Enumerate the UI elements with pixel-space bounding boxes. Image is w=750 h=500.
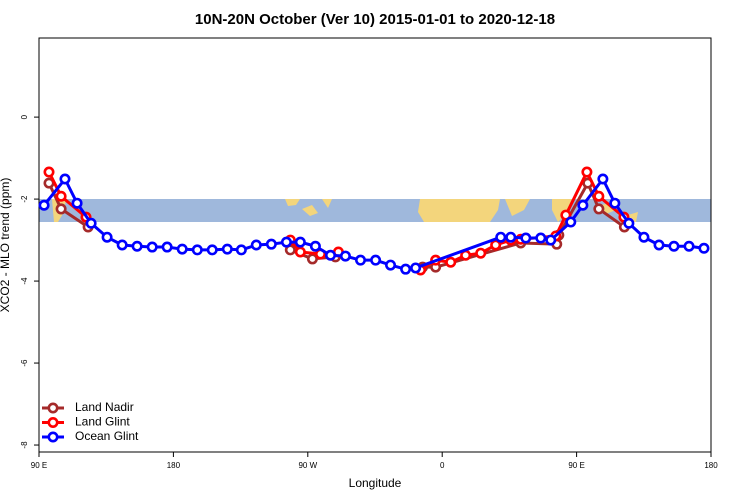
data-point	[638, 231, 650, 243]
data-point	[43, 166, 55, 178]
data-point	[385, 259, 397, 271]
data-point	[146, 241, 158, 253]
data-point	[206, 244, 218, 256]
y-tick-label: -6	[20, 359, 29, 367]
data-point	[309, 240, 321, 252]
data-point	[593, 190, 605, 202]
data-point	[400, 263, 412, 275]
data-point	[355, 254, 367, 266]
data-point	[161, 241, 173, 253]
data-point	[653, 239, 665, 251]
y-tick-label: 0	[20, 114, 29, 119]
legend-marker	[47, 431, 59, 443]
legend-marker	[47, 416, 59, 428]
data-point	[490, 239, 502, 251]
data-point	[55, 190, 67, 202]
data-point	[593, 203, 605, 215]
data-point	[101, 231, 113, 243]
legend-label: Land Glint	[75, 415, 130, 429]
data-point	[545, 234, 557, 246]
y-axis-label: XCO2 - MLO trend (ppm)	[0, 178, 12, 313]
data-point	[71, 197, 83, 209]
data-point	[55, 203, 67, 215]
data-point	[577, 199, 589, 211]
chart-title: 10N-20N October (Ver 10) 2015-01-01 to 2…	[195, 11, 555, 28]
land	[285, 199, 332, 216]
y-tick-label: -4	[20, 277, 29, 285]
x-axis-label: Longitude	[349, 476, 402, 490]
data-point	[445, 256, 457, 268]
data-point	[609, 197, 621, 209]
data-point	[176, 243, 188, 255]
data-point	[581, 166, 593, 178]
data-point	[410, 262, 422, 274]
data-point	[370, 254, 382, 266]
data-point	[294, 246, 306, 258]
x-tick-label: 180	[167, 461, 181, 470]
data-point	[116, 239, 128, 251]
data-point	[505, 231, 517, 243]
data-point	[250, 239, 262, 251]
data-point	[560, 209, 572, 221]
data-point	[221, 243, 233, 255]
data-point	[85, 217, 97, 229]
ocean-band	[39, 199, 711, 222]
x-tick-label: 90 W	[298, 461, 317, 470]
x-tick-label: 90 E	[31, 461, 47, 470]
data-point	[131, 240, 143, 252]
x-tick-label: 90 E	[568, 461, 584, 470]
data-point	[565, 216, 577, 228]
x-tick-label: 0	[440, 461, 445, 470]
data-point	[339, 250, 351, 262]
data-point	[191, 244, 203, 256]
data-point	[597, 173, 609, 185]
legend-marker	[47, 402, 59, 414]
data-point	[623, 217, 635, 229]
data-point	[520, 232, 532, 244]
data-point	[265, 238, 277, 250]
data-point	[38, 199, 50, 211]
data-point	[535, 232, 547, 244]
data-point	[683, 240, 695, 252]
y-tick-label: -2	[20, 195, 29, 203]
data-point	[294, 236, 306, 248]
data-point	[280, 236, 292, 248]
legend-label: Ocean Glint	[75, 429, 139, 443]
x-tick-label: 180	[704, 461, 718, 470]
plot-frame	[38, 37, 712, 453]
legend-label: Land Nadir	[75, 400, 134, 414]
data-point	[306, 253, 318, 265]
data-point	[324, 249, 336, 261]
data-point	[495, 231, 507, 243]
land	[418, 199, 530, 222]
y-tick-label: -8	[20, 441, 29, 449]
data-point	[235, 244, 247, 256]
data-point	[668, 240, 680, 252]
data-point	[698, 242, 710, 254]
data-point	[59, 173, 71, 185]
data-point	[475, 247, 487, 259]
